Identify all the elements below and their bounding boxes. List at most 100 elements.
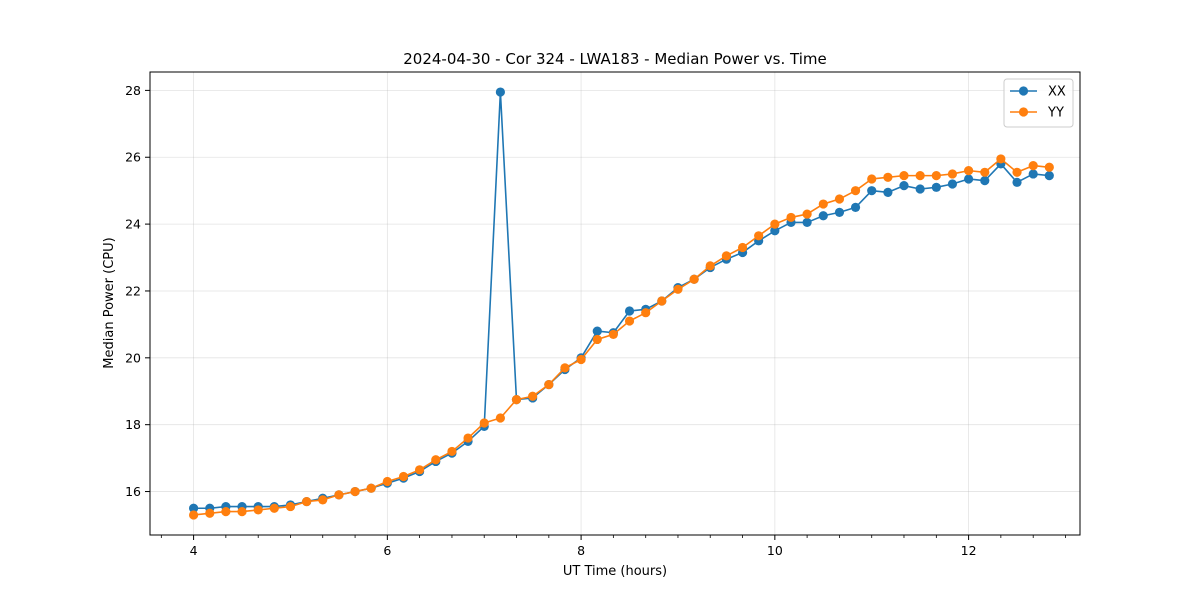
x-axis-label: UT Time (hours) xyxy=(563,564,667,579)
data-point-xx xyxy=(1028,169,1038,179)
data-point-yy xyxy=(786,212,796,223)
data-point-xx xyxy=(624,306,635,316)
x-tick-label: 8 xyxy=(577,543,585,558)
data-point-xx xyxy=(915,184,925,194)
data-point-yy xyxy=(205,508,215,518)
x-tick-label: 4 xyxy=(190,543,198,558)
data-point-yy xyxy=(253,505,263,515)
data-point-xx xyxy=(867,186,877,196)
data-point-yy xyxy=(705,261,715,271)
data-point-yy xyxy=(980,167,990,177)
data-point-yy xyxy=(657,296,667,306)
data-point-xx xyxy=(850,202,861,212)
data-point-yy xyxy=(495,413,505,423)
data-point-yy xyxy=(1028,161,1038,171)
data-point-yy xyxy=(754,231,764,241)
data-point-xx xyxy=(1044,171,1054,181)
data-point-yy xyxy=(915,171,925,181)
legend-marker-xx xyxy=(1018,86,1029,96)
x-tick-label: 6 xyxy=(383,543,391,558)
data-point-yy xyxy=(802,209,812,219)
data-point-yy xyxy=(269,503,279,513)
data-point-yy xyxy=(447,446,457,457)
data-point-xx xyxy=(802,217,812,228)
y-tick-label: 28 xyxy=(125,83,141,98)
data-point-xx xyxy=(947,179,958,189)
data-point-yy xyxy=(188,510,199,520)
data-point-xx xyxy=(495,87,505,97)
data-point-yy xyxy=(996,154,1006,164)
x-tick-label: 10 xyxy=(767,543,783,558)
data-point-yy xyxy=(463,433,473,443)
data-point-yy xyxy=(592,334,602,345)
data-point-yy xyxy=(560,363,570,373)
data-point-yy xyxy=(1012,167,1022,177)
data-point-xx xyxy=(980,176,990,186)
data-point-yy xyxy=(721,251,732,261)
data-point-yy xyxy=(382,476,392,487)
data-point-xx xyxy=(899,181,909,191)
y-tick-label: 26 xyxy=(125,150,141,165)
data-point-yy xyxy=(963,166,974,176)
data-point-yy xyxy=(673,284,683,294)
data-point-yy xyxy=(737,242,748,253)
data-point-yy xyxy=(834,194,845,204)
data-point-yy xyxy=(641,308,651,318)
y-tick-label: 18 xyxy=(125,417,141,432)
data-point-xx xyxy=(1012,177,1022,187)
data-point-yy xyxy=(334,490,344,500)
legend-marker-yy xyxy=(1018,107,1029,117)
x-tick-label: 12 xyxy=(961,543,977,558)
series-layer xyxy=(188,87,1054,520)
data-point-yy xyxy=(221,506,231,517)
data-point-xx xyxy=(963,174,974,184)
y-tick-label: 22 xyxy=(125,283,141,298)
legend-label-xx: XX xyxy=(1048,85,1066,100)
data-point-yy xyxy=(479,418,489,428)
legend: XX YY xyxy=(1003,78,1074,128)
data-point-yy xyxy=(318,495,328,505)
legend-label-yy: YY xyxy=(1047,106,1064,121)
data-point-yy xyxy=(237,506,247,517)
data-point-yy xyxy=(511,395,522,405)
data-point-yy xyxy=(608,329,618,340)
x-axis: 4 6 8 10 12 xyxy=(160,535,1066,558)
data-point-yy xyxy=(899,171,909,181)
data-point-xx xyxy=(931,182,941,192)
data-point-yy xyxy=(302,496,312,507)
data-point-yy xyxy=(624,316,635,326)
data-point-xx xyxy=(834,207,845,218)
plot-area-frame xyxy=(149,71,1081,536)
y-tick-label: 20 xyxy=(125,350,141,365)
data-point-yy xyxy=(947,169,958,179)
series-yy xyxy=(188,154,1054,520)
data-point-xx xyxy=(883,187,893,197)
data-point-yy xyxy=(867,174,877,184)
data-point-yy xyxy=(770,219,780,229)
chart-title: 2024-04-30 - Cor 324 - LWA183 - Median P… xyxy=(403,50,827,68)
data-point-yy xyxy=(285,501,296,512)
y-tick-label: 16 xyxy=(125,484,141,499)
y-tick-label: 24 xyxy=(125,217,141,232)
data-point-yy xyxy=(818,199,828,209)
grid xyxy=(150,72,1080,535)
data-point-xx xyxy=(818,211,828,221)
data-point-yy xyxy=(576,354,586,365)
data-point-xx xyxy=(188,503,199,513)
data-point-yy xyxy=(883,172,893,182)
y-axis: 16 18 20 22 24 26 28 xyxy=(125,83,150,499)
data-point-xx xyxy=(770,226,780,236)
data-point-yy xyxy=(415,465,425,475)
data-point-yy xyxy=(850,186,861,196)
data-point-yy xyxy=(689,274,699,284)
data-point-xx xyxy=(592,326,602,336)
data-point-yy xyxy=(431,455,441,465)
data-point-yy xyxy=(398,471,409,482)
data-point-yy xyxy=(528,391,538,401)
data-point-yy xyxy=(544,379,554,390)
y-axis-label: Median Power (CPU) xyxy=(102,237,117,368)
data-point-yy xyxy=(350,486,360,497)
data-point-yy xyxy=(366,483,376,493)
